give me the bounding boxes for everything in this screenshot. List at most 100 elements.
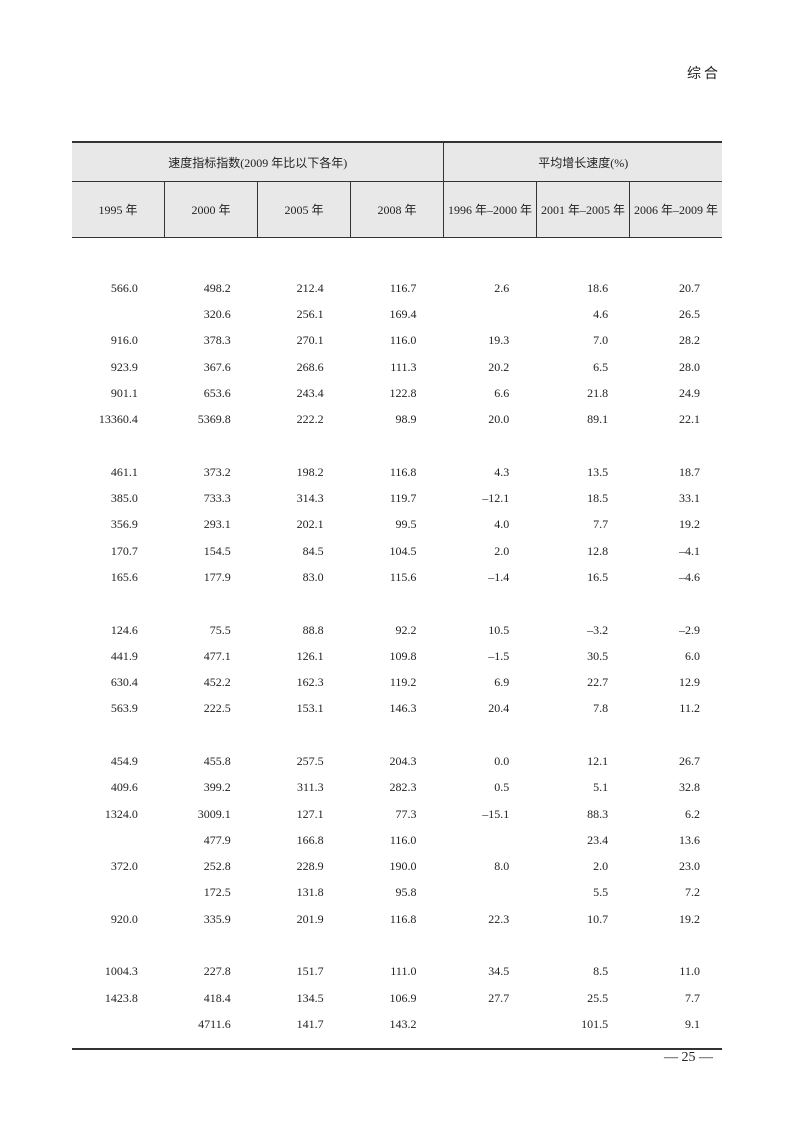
table-cell: 13.5	[587, 464, 609, 479]
table-cell: 268.6	[296, 359, 324, 374]
table-row: 165.6 177.9 83.0 115.6 –1.4 16.5 –4.6	[72, 564, 722, 590]
table-cell: 165.6	[110, 569, 138, 584]
index-group-header: 速度指标指数(2009 年比以下各年)	[72, 143, 445, 181]
table-cell: 8.5	[593, 964, 609, 979]
table-row: 13360.4 5369.8 222.2 98.9 20.0 89.1 22.1	[72, 406, 722, 432]
table-row: 920.0 335.9 201.9 116.8 22.3 10.7 19.2	[72, 906, 722, 932]
table-cell: 115.6	[389, 569, 417, 584]
table-cell: 461.1	[110, 464, 138, 479]
table-cell: 441.9	[110, 648, 138, 663]
table-cell: 92.2	[395, 622, 417, 637]
table-cell: 101.5	[581, 1016, 609, 1031]
table-cell: 111.0	[390, 964, 417, 979]
page-number: — 25 —	[664, 1050, 713, 1065]
table-cell: 12.8	[587, 543, 609, 558]
table-cell: 131.8	[296, 885, 324, 900]
table-cell: 16.5	[587, 569, 609, 584]
statistics-table: 速度指标指数(2009 年比以下各年) 平均增长速度(%) 1995 年 2000…	[72, 141, 722, 1050]
table-cell: 7.8	[593, 701, 609, 716]
table-cell: –1.4	[488, 569, 510, 584]
group-spacer	[72, 591, 722, 617]
table-cell: 455.8	[203, 753, 231, 768]
table-cell: 201.9	[296, 911, 324, 926]
table-row: 1423.8 418.4 134.5 106.9 27.7 25.5 7.7	[72, 985, 722, 1011]
table-cell: 119.7	[389, 491, 417, 506]
table-cell: 212.4	[296, 280, 324, 295]
table-cell: 22.3	[488, 911, 510, 926]
table-cell: 99.5	[395, 517, 417, 532]
table-cell: 563.9	[110, 701, 138, 716]
table-cell: 7.0	[593, 333, 609, 348]
table-cell: 116.0	[389, 333, 417, 348]
table-cell: 204.3	[389, 753, 417, 768]
table-cell: 143.2	[389, 1016, 417, 1031]
table-cell: 28.2	[678, 333, 700, 348]
table-cell: 282.3	[389, 780, 417, 795]
section-label: 综合	[687, 67, 721, 82]
table-cell: 7.7	[684, 990, 700, 1005]
table-row: 356.9 293.1 202.1 99.5 4.0 7.7 19.2	[72, 512, 722, 538]
table-cell: 335.9	[203, 911, 231, 926]
table-cell: 25.5	[587, 990, 609, 1005]
table-cell: 293.1	[203, 517, 231, 532]
column-header: 2001 年–2005 年	[536, 182, 629, 237]
table-cell: 23.4	[587, 832, 609, 847]
table-row: 454.9 455.8 257.5 204.3 0.0 12.1 26.7	[72, 748, 722, 774]
table-cell: 166.8	[296, 832, 324, 847]
table-cell: 127.1	[296, 806, 324, 821]
table-cell: 77.3	[395, 806, 417, 821]
table-cell: 5.1	[593, 780, 609, 795]
table-cell: 106.9	[389, 990, 417, 1005]
table-cell: –15.1	[482, 806, 510, 821]
table-cell: 901.1	[110, 385, 138, 400]
table-cell: 630.4	[110, 675, 138, 690]
table-cell: 1423.8	[104, 990, 138, 1005]
table-cell: 373.2	[203, 464, 231, 479]
table-cell: 2.0	[494, 543, 510, 558]
table-cell: 320.6	[203, 306, 231, 321]
table-cell: 356.9	[110, 517, 138, 532]
table-cell: 170.7	[110, 543, 138, 558]
group-spacer	[72, 433, 722, 459]
table-cell: 2.6	[494, 280, 510, 295]
table-cell: 0.0	[494, 753, 510, 768]
table-cell: 228.9	[296, 859, 324, 874]
table-cell: 134.5	[296, 990, 324, 1005]
table-cell: 26.5	[678, 306, 700, 321]
table-cell: 98.9	[395, 412, 417, 427]
table-row: 372.0 252.8 228.9 190.0 8.0 2.0 23.0	[72, 854, 722, 880]
table-cell: 119.2	[389, 675, 417, 690]
table-cell: 2.0	[593, 859, 609, 874]
table-cell: 202.1	[296, 517, 324, 532]
table-cell: 653.6	[203, 385, 231, 400]
table-cell: 30.5	[587, 648, 609, 663]
table-row: 1004.3 227.8 151.7 111.0 34.5 8.5 11.0	[72, 959, 722, 985]
group-spacer	[72, 722, 722, 748]
table-cell: 95.8	[395, 885, 417, 900]
table-row: 124.6 75.5 88.8 92.2 10.5 –3.2 –2.9	[72, 617, 722, 643]
table-header: 速度指标指数(2009 年比以下各年) 平均增长速度(%) 1995 年 2000…	[72, 141, 722, 238]
table-cell: 28.0	[678, 359, 700, 374]
table-cell: 6.9	[494, 675, 510, 690]
table-cell: 4.0	[494, 517, 510, 532]
table-cell: 13.6	[678, 832, 700, 847]
table-cell: 32.8	[678, 780, 700, 795]
column-header: 2006 年–2009 年	[629, 182, 722, 237]
table-cell: 454.9	[110, 753, 138, 768]
table-cell: 5.5	[593, 885, 609, 900]
table-cell: –4.6	[678, 569, 700, 584]
table-cell: 4.3	[494, 464, 510, 479]
table-cell: 89.1	[587, 412, 609, 427]
table-row: 385.0 733.3 314.3 119.7 –12.1 18.5 33.1	[72, 485, 722, 511]
table-cell: 20.4	[488, 701, 510, 716]
table-cell: 5369.8	[197, 412, 231, 427]
column-header: 1995 年	[98, 203, 138, 217]
table-cell: 6.6	[494, 385, 510, 400]
table-cell: 6.5	[593, 359, 609, 374]
table-cell: 84.5	[302, 543, 324, 558]
table-cell: 10.5	[488, 622, 510, 637]
table-cell: 920.0	[110, 911, 138, 926]
table-cell: 257.5	[296, 753, 324, 768]
column-header-row: 1995 年 2000 年 2005 年 2008 年 1996 年–2000 年 200…	[72, 182, 722, 237]
table-cell: 6.2	[684, 806, 700, 821]
